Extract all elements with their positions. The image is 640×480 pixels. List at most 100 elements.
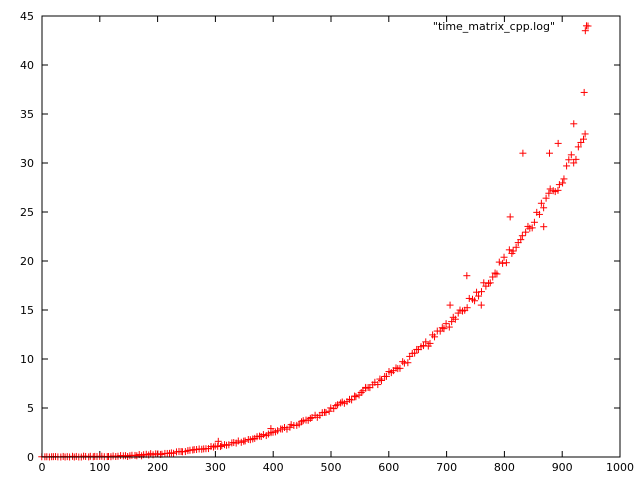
data-point [567,151,575,159]
data-point [396,364,404,372]
data-point [542,194,550,202]
data-point [442,320,450,328]
legend-label: "time_matrix_cpp.log" [433,20,555,33]
data-point [478,288,486,296]
data-point [565,156,573,164]
legend-marker [584,22,592,30]
data-point [445,323,453,331]
data-point [322,408,330,416]
data-point [440,325,448,333]
y-tick-label: 0 [27,451,34,464]
data-point [528,224,536,232]
data-point-outlier [446,301,454,309]
data-point [438,324,446,332]
data-point-outlier [581,27,589,35]
data-point [486,279,494,287]
data-point-outlier [362,383,370,391]
data-point [378,376,386,384]
data-point [454,309,462,317]
data-point-outlier [540,223,548,231]
data-point [509,247,517,255]
data-point [241,437,249,445]
data-point [522,228,530,236]
y-tick-label: 15 [20,304,34,317]
x-tick-label: 0 [39,461,46,474]
y-tick-label: 40 [20,59,34,72]
data-point [404,359,412,367]
data-point [334,401,342,409]
y-tick-label: 20 [20,255,34,268]
data-point [499,259,507,267]
y-tick-label: 45 [20,10,34,23]
x-tick-label: 800 [494,461,515,474]
data-point [500,253,508,261]
data-point [512,243,520,251]
data-point-outlier [267,425,275,433]
data-point [473,288,481,296]
data-point [502,259,510,267]
data-point [374,381,382,389]
data-point-outlier [506,213,514,221]
y-axis-tick-labels: 0 5 10 15 20 25 30 35 40 45 [20,10,34,464]
data-point [357,389,365,397]
data-point-outlier [463,272,471,280]
data-point [572,155,580,163]
y-tick-label: 5 [27,402,34,415]
data-point [581,130,589,138]
data-point [429,331,437,339]
data-point-outlier [477,301,485,309]
legend: "time_matrix_cpp.log" [433,20,592,33]
data-point [546,185,554,193]
data-point [563,162,571,170]
data-point [448,318,456,326]
series-points [38,22,590,461]
data-point [559,179,567,187]
plot-frame [41,15,621,458]
data-point [540,204,548,212]
data-point [493,270,501,278]
data-point [570,159,578,167]
data-point [325,407,333,415]
data-point [411,349,419,357]
y-tick-label: 30 [20,157,34,170]
data-point [274,427,282,435]
data-point [489,273,497,281]
x-tick-label: 900 [552,461,573,474]
data-point [555,181,563,189]
data-point-outlier [580,88,588,96]
data-point [426,339,434,347]
x-tick-label: 100 [89,461,110,474]
data-point [306,414,314,422]
data-point [530,218,538,226]
x-tick-label: 300 [205,461,226,474]
data-point [170,449,178,457]
x-tick-label: 1000 [606,461,634,474]
data-point [580,135,588,143]
y-tick-label: 10 [20,353,34,366]
data-point [351,392,359,400]
x-tick-label: 400 [263,461,284,474]
data-point [471,297,479,305]
data-point [348,396,356,404]
data-point-outlier [519,149,527,157]
data-point [399,358,407,366]
data-point [352,393,360,401]
data-point-outlier [570,120,578,128]
x-tick-label: 500 [321,461,342,474]
data-point [495,258,503,266]
data-point [537,199,545,207]
data-point [560,175,568,183]
data-point [475,292,483,300]
data-point [422,338,430,346]
data-point [517,236,525,244]
data-point [327,404,335,412]
axis-ticks [41,15,621,458]
data-point [259,431,267,439]
data-point-outlier [554,139,562,147]
x-tick-label: 200 [147,461,168,474]
data-point [332,402,340,410]
data-point-outlier [545,149,553,157]
x-tick-label: 600 [378,461,399,474]
data-point [298,418,306,426]
